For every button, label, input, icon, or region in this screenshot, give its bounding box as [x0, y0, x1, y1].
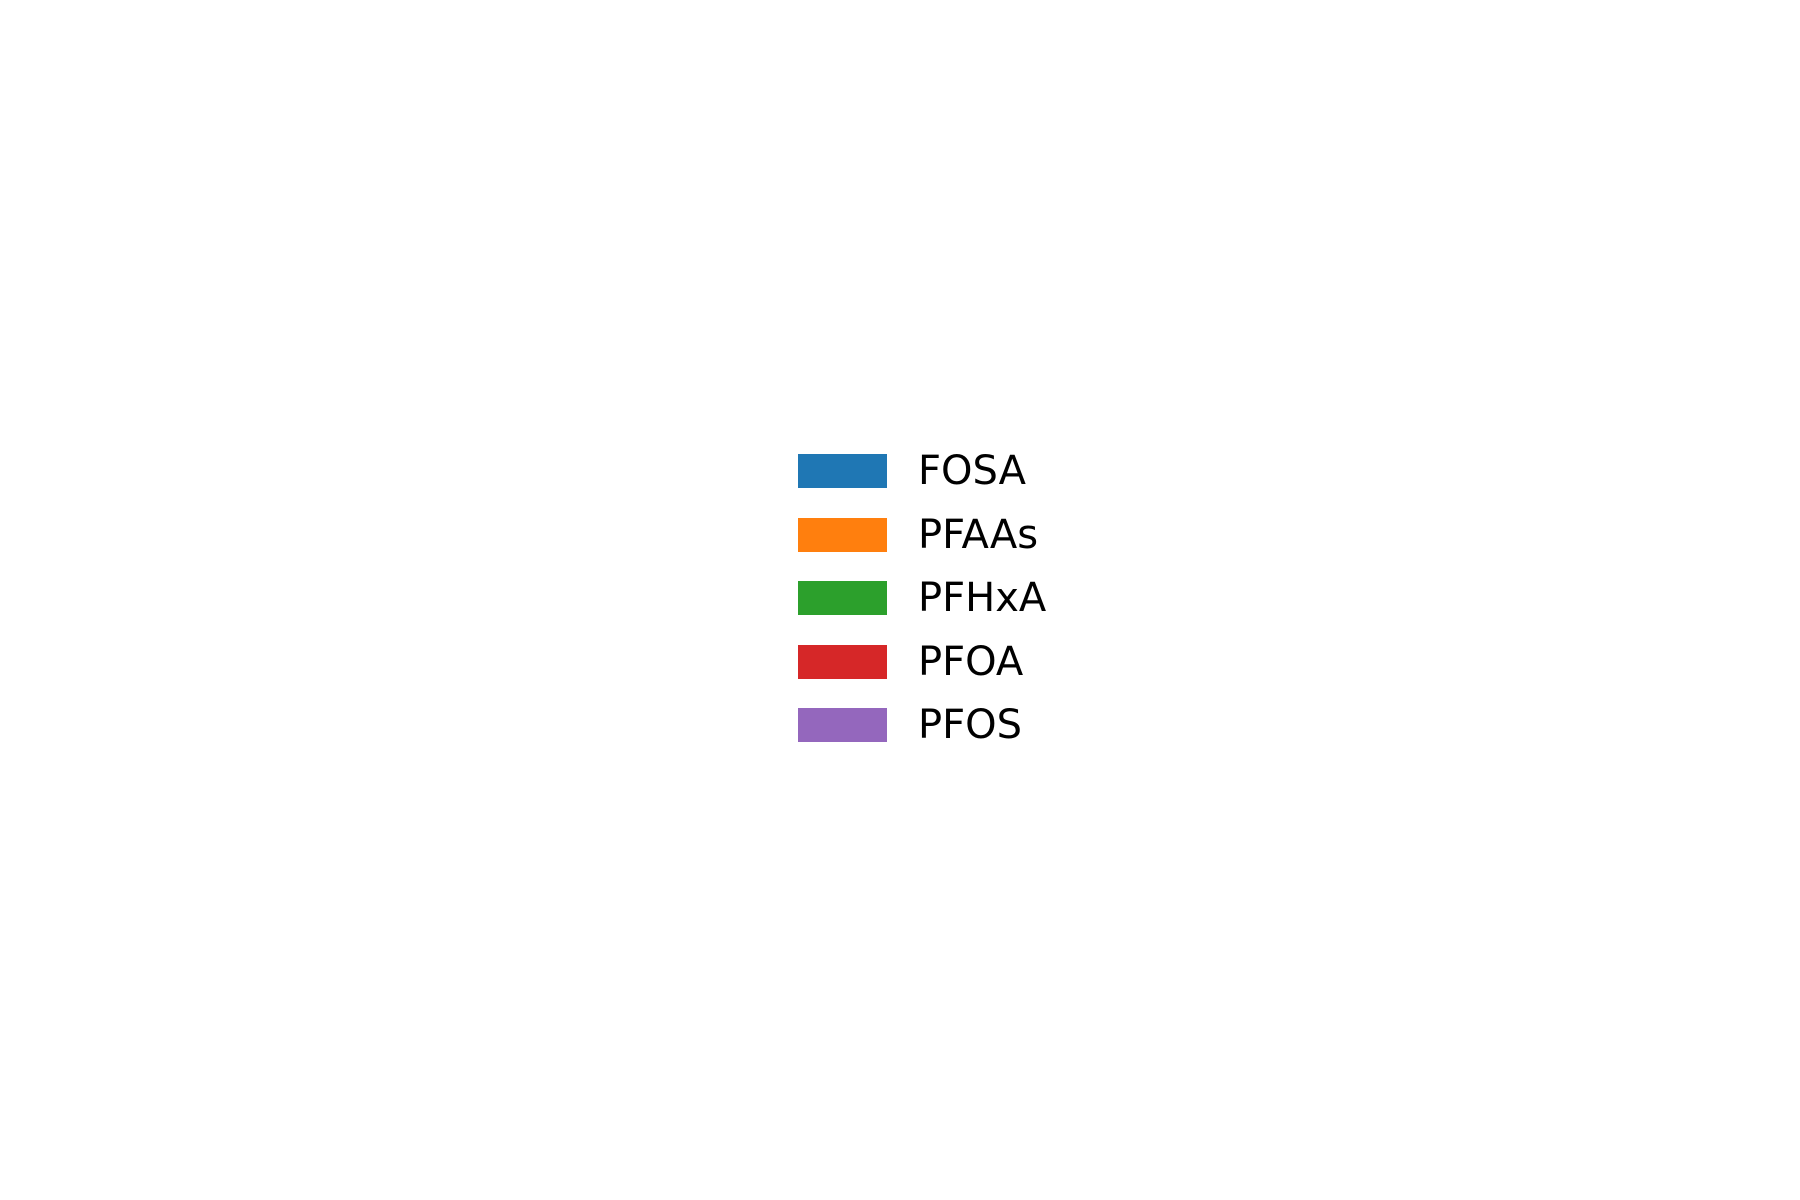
legend-swatch-fosa — [798, 454, 887, 488]
legend-swatch-pfoa — [798, 644, 887, 679]
legend-item-pfaas: PFAAs — [798, 508, 1058, 572]
chart-legend: FOSA PFAAs PFHxA PFOA PFOS — [798, 444, 1058, 762]
legend-label-fosa: FOSA — [918, 448, 1026, 494]
legend-label-pfoa: PFOA — [918, 638, 1024, 685]
legend-item-fosa: FOSA — [798, 444, 1058, 508]
legend-item-pfhxa: PFHxA — [798, 571, 1058, 635]
legend-swatch-pfos — [798, 708, 887, 742]
legend-item-pfoa: PFOA — [798, 635, 1058, 699]
legend-swatch-pfhxa — [798, 581, 887, 615]
legend-item-pfos: PFOS — [798, 698, 1058, 762]
legend-swatch-pfaas — [798, 517, 887, 552]
legend-label-pfos: PFOS — [918, 702, 1023, 748]
legend-label-pfhxa: PFHxA — [918, 575, 1047, 621]
legend-label-pfaas: PFAAs — [918, 511, 1039, 558]
